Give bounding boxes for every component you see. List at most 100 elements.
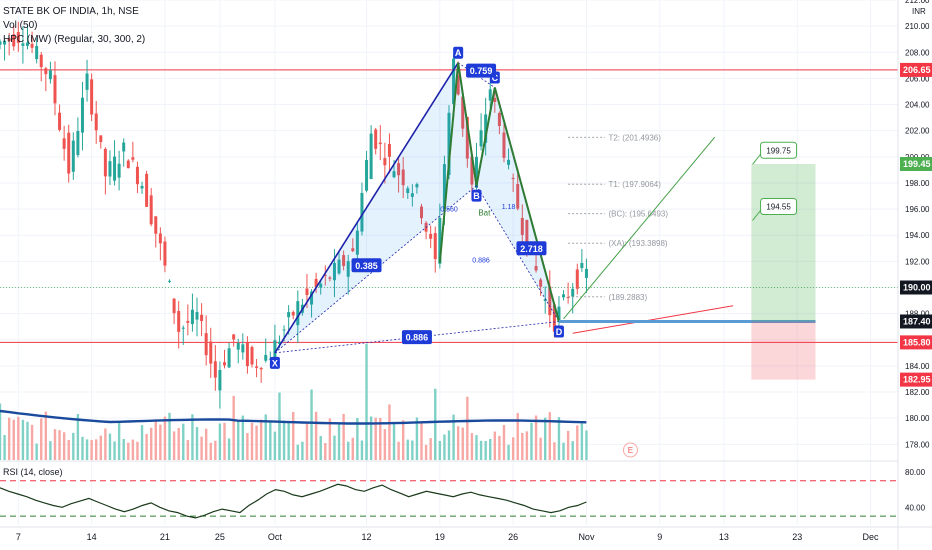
candle[interactable] [346,254,350,295]
pivot-marker-A[interactable] [453,46,464,59]
candle[interactable] [314,272,318,294]
candle[interactable] [365,150,369,193]
candle[interactable] [232,333,236,347]
candle[interactable] [236,338,240,364]
candle[interactable] [44,66,48,92]
candle[interactable] [516,168,520,211]
candle[interactable] [566,282,570,304]
candle[interactable] [113,140,117,186]
candle[interactable] [337,251,341,275]
candle[interactable] [484,97,488,156]
candle[interactable] [195,297,199,337]
candle[interactable] [181,325,185,345]
candle[interactable] [16,21,20,52]
candle[interactable] [71,132,75,180]
candle[interactable] [21,26,25,64]
candle[interactable] [209,327,213,378]
candle[interactable] [397,157,401,193]
candle[interactable] [213,345,217,391]
candle[interactable] [259,366,263,383]
candle[interactable] [415,182,419,194]
candle[interactable] [227,342,231,368]
candle[interactable] [543,286,547,314]
candle[interactable] [245,336,249,374]
trade-box[interactable]: 199.75 194.55 [751,141,816,380]
candle[interactable] [145,170,149,207]
candle[interactable] [117,150,121,191]
candle[interactable] [7,32,11,56]
candle[interactable] [507,148,511,170]
candle[interactable] [291,310,295,320]
candle[interactable] [131,141,135,163]
candle[interactable] [99,135,103,149]
earnings-marker[interactable] [622,442,638,458]
candle[interactable] [48,61,52,84]
candle[interactable] [85,59,89,102]
pivot-marker-B[interactable] [471,189,482,202]
candle[interactable] [186,304,190,336]
candle[interactable] [479,113,483,151]
candle[interactable] [374,127,378,155]
candle[interactable] [264,338,268,363]
candle[interactable] [360,182,364,236]
candle[interactable] [511,173,515,193]
candle[interactable] [76,117,80,158]
candle[interactable] [12,25,16,51]
candle[interactable] [135,161,139,194]
candle[interactable] [158,227,162,261]
candle[interactable] [433,226,437,273]
candle[interactable] [204,315,208,366]
candle[interactable] [387,133,391,174]
candle[interactable] [154,216,158,248]
candle[interactable] [25,25,29,50]
candle[interactable] [223,349,226,369]
candle[interactable] [319,281,323,295]
candle[interactable] [126,159,130,169]
candle[interactable] [177,301,181,349]
candle[interactable] [401,157,405,199]
candle[interactable] [163,236,167,273]
candle[interactable] [108,150,112,186]
candle[interactable] [534,254,538,273]
candle[interactable] [369,125,373,180]
candle[interactable] [250,345,254,368]
candle[interactable] [94,100,98,144]
trade-target-zone[interactable] [751,164,816,322]
candle[interactable] [406,186,410,199]
candle[interactable] [351,238,355,253]
candle[interactable] [67,124,71,183]
candle[interactable] [58,104,62,132]
candle[interactable] [149,188,153,227]
candle[interactable] [3,39,7,61]
candle[interactable] [548,270,552,328]
harmonic-pattern[interactable]: Bat X A B C D 0.385 0.759 2.718 0.886 0.560 0.886 1.… [269,46,816,369]
candle[interactable] [0,39,2,50]
candle[interactable] [35,37,39,64]
candle[interactable] [190,293,194,332]
candle[interactable] [539,277,543,296]
candle[interactable] [342,250,346,271]
candle[interactable] [502,122,506,163]
trade-stop-zone[interactable] [751,321,816,380]
candle[interactable] [584,258,588,293]
candle[interactable] [168,279,172,284]
candle[interactable] [328,275,332,282]
candle[interactable] [140,181,144,194]
candle[interactable] [383,142,387,184]
candle[interactable] [53,61,57,116]
candle[interactable] [255,359,259,378]
candle[interactable] [575,263,579,295]
candle[interactable] [429,225,433,249]
candle[interactable] [461,96,465,137]
candle[interactable] [90,73,94,122]
candle[interactable] [218,361,222,409]
candle[interactable] [580,249,584,272]
candle[interactable] [420,203,424,225]
candle[interactable] [497,111,501,135]
candle[interactable] [378,125,382,161]
pivot-marker-D[interactable] [553,325,564,338]
candle[interactable] [122,138,126,167]
candle[interactable] [323,265,327,286]
candle[interactable] [410,184,414,207]
candle[interactable] [200,303,204,337]
